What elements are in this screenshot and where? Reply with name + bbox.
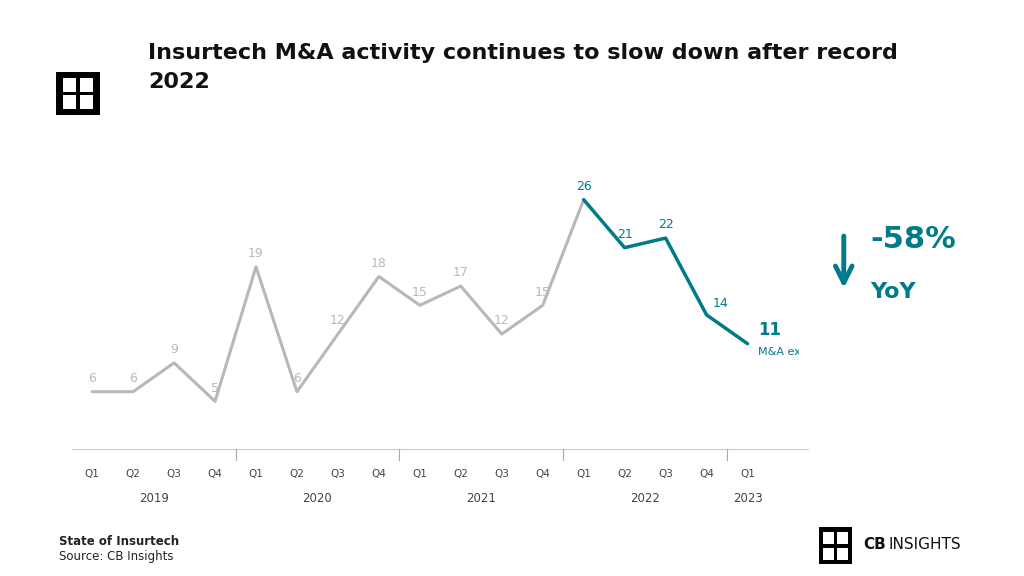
Text: Q3: Q3 [658,469,673,479]
Text: 2023: 2023 [732,492,763,505]
Text: 22: 22 [657,218,674,232]
Text: 15: 15 [535,286,551,298]
Text: 2021: 2021 [466,492,497,505]
Text: 6: 6 [129,372,137,385]
Text: Q3: Q3 [331,469,345,479]
Text: Q2: Q2 [290,469,304,479]
Bar [823,548,834,560]
Text: 6: 6 [293,372,301,385]
Text: Insurtech M&A activity continues to slow down after record: Insurtech M&A activity continues to slow… [148,43,898,63]
Text: 15: 15 [412,286,428,298]
Text: 21: 21 [616,228,633,241]
Bar [80,78,93,92]
Text: YoY: YoY [870,282,916,302]
Bar [80,95,93,109]
Text: Q1: Q1 [577,469,591,479]
Text: Q4: Q4 [536,469,550,479]
Text: 14: 14 [713,297,728,310]
Text: 18: 18 [371,257,387,270]
Text: -58%: -58% [870,225,956,253]
Text: CB: CB [863,537,886,552]
Text: M&A exits: M&A exits [758,347,814,357]
Text: Q2: Q2 [454,469,468,479]
Text: Q1: Q1 [413,469,427,479]
Text: Q1: Q1 [740,469,755,479]
Text: Q2: Q2 [617,469,632,479]
Bar [62,78,76,92]
Text: Q4: Q4 [372,469,386,479]
Text: 19: 19 [248,247,264,260]
Text: Q4: Q4 [208,469,222,479]
Text: 6: 6 [88,372,96,385]
Text: Q2: Q2 [126,469,140,479]
Text: 12: 12 [494,314,510,327]
Text: Q1: Q1 [85,469,99,479]
Text: 12: 12 [330,314,346,327]
Text: Q4: Q4 [699,469,714,479]
Text: 26: 26 [575,180,592,193]
Bar [838,532,848,544]
Text: Q3: Q3 [167,469,181,479]
Text: INSIGHTS: INSIGHTS [889,537,962,552]
Text: Source: CB Insights: Source: CB Insights [59,550,174,563]
Text: 2020: 2020 [302,492,333,505]
Bar [823,532,834,544]
Bar [838,548,848,560]
Text: 2022: 2022 [630,492,660,505]
Text: Q3: Q3 [495,469,509,479]
Text: 17: 17 [453,266,469,279]
Text: State of Insurtech: State of Insurtech [59,535,179,548]
Text: Q1: Q1 [249,469,263,479]
Bar [62,95,76,109]
Text: 9: 9 [170,343,178,356]
Text: 2022: 2022 [148,72,210,92]
Text: 5: 5 [211,381,219,395]
Text: 2019: 2019 [138,492,169,505]
Text: 11: 11 [758,321,780,339]
